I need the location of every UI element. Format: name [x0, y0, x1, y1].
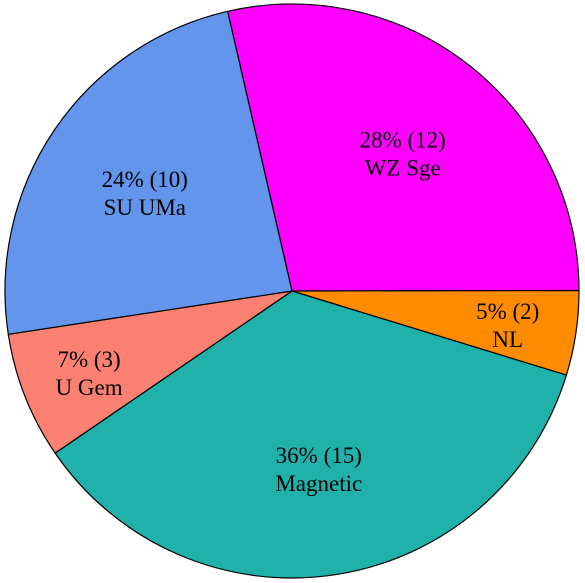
- pie-slice-magnetic: [54, 290, 568, 579]
- slice-percent-label: 36% (15): [276, 443, 362, 468]
- slice-percent-label: 28% (12): [360, 128, 446, 153]
- slice-percent-label: 24% (10): [102, 167, 188, 192]
- pie-slice-wz-sge: [226, 3, 580, 292]
- slice-name-label: NL: [492, 327, 523, 352]
- slice-percent-label: 7% (3): [57, 347, 120, 372]
- pie-slice-u-gem: [7, 290, 293, 454]
- slice-percent-label: 5% (2): [476, 299, 539, 324]
- pie-slice-su-uma: [4, 10, 293, 335]
- slice-name-label: U Gem: [56, 375, 123, 400]
- slice-name-label: WZ Sge: [365, 156, 441, 181]
- slice-name-label: Magnetic: [275, 471, 362, 496]
- slice-name-label: SU UMa: [104, 195, 186, 220]
